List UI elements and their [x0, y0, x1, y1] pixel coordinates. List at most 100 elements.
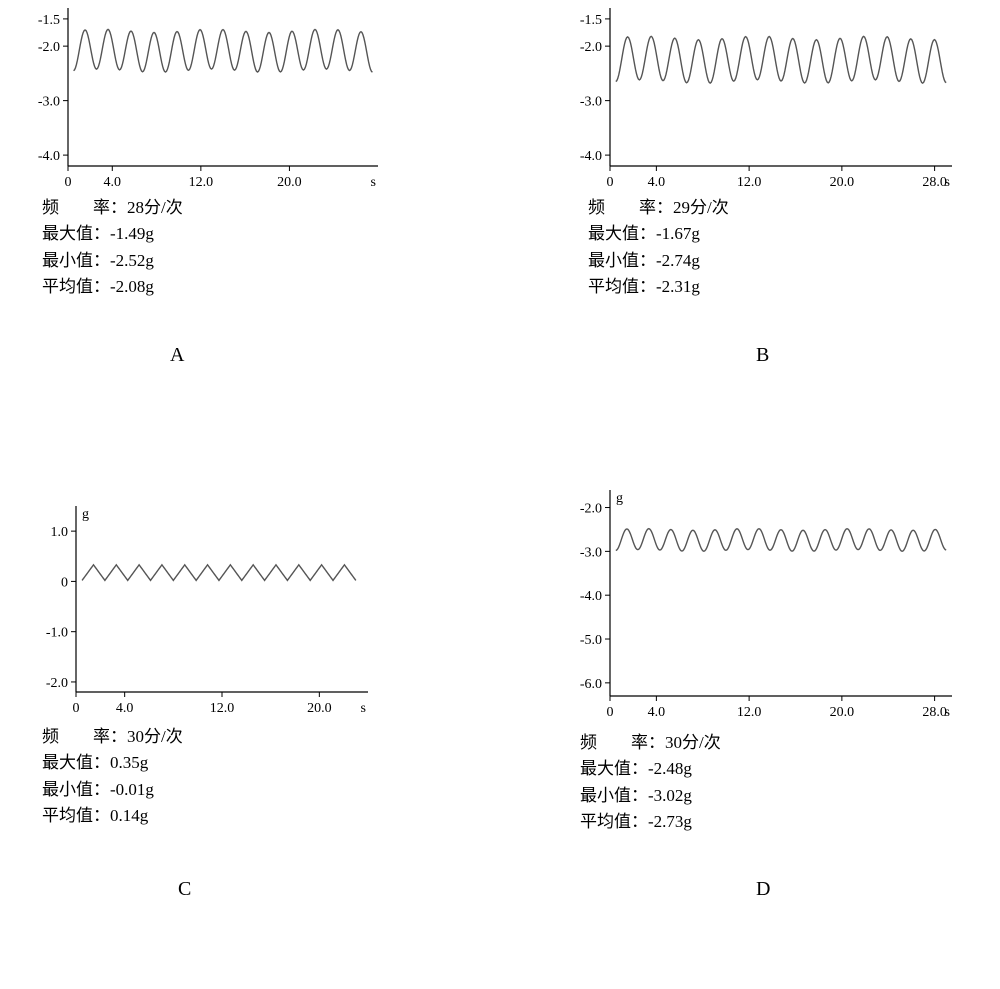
svg-text:12.0: 12.0 — [737, 705, 762, 720]
svg-text:-2.0: -2.0 — [580, 502, 602, 517]
stat-value: -1.49g — [110, 221, 154, 247]
stats-block: 频 率：30分/次最大值：-2.48g最小值：-3.02g平均值：-2.73g — [580, 730, 721, 835]
svg-text:20.0: 20.0 — [830, 175, 855, 190]
stat-label: 平均值： — [588, 274, 656, 300]
stat-row-freq: 频 率：28分/次 — [42, 195, 183, 221]
svg-text:0: 0 — [73, 701, 80, 716]
chart-plot: -2.0 -3.0 -4.0 -5.0 -6.0 0 4.0 12.0 20.0 28.0s g — [556, 484, 956, 724]
stat-label: 平均值： — [42, 274, 110, 300]
stat-value: -2.52g — [110, 248, 154, 274]
svg-text:-2.0: -2.0 — [580, 40, 602, 55]
svg-text:g: g — [616, 491, 623, 506]
svg-text:-1.5: -1.5 — [580, 13, 602, 28]
stat-row-freq: 频 率：29分/次 — [588, 195, 729, 221]
svg-text:0: 0 — [607, 175, 614, 190]
stat-label: 最小值： — [588, 248, 656, 274]
stat-label: 最小值： — [42, 248, 110, 274]
svg-text:-3.0: -3.0 — [580, 95, 602, 110]
stat-label: 最小值： — [42, 777, 110, 803]
svg-text:20.0: 20.0 — [307, 701, 332, 716]
chart-plot: 1.0 0 -1.0 -2.0 0 4.0 12.0 20.0 s g — [12, 500, 372, 720]
stat-value: -2.31g — [656, 274, 700, 300]
stat-row-avg: 平均值：-2.08g — [42, 274, 183, 300]
stat-value: 29分/次 — [673, 195, 729, 221]
stat-row-max: 最大值：-2.48g — [580, 756, 721, 782]
chart-panel-b: -1.5 -2.0 -3.0 -4.0 0 4.0 12.0 20.0 28.0s — [556, 2, 956, 192]
stat-value: 28分/次 — [127, 195, 183, 221]
svg-text:-4.0: -4.0 — [580, 149, 602, 164]
stat-label: 平均值： — [580, 809, 648, 835]
svg-text:-1.0: -1.0 — [46, 626, 68, 641]
svg-text:20.0: 20.0 — [830, 705, 855, 720]
stat-value: 0.14g — [110, 803, 148, 829]
panel-letter: D — [756, 878, 770, 901]
stat-value: -0.01g — [110, 777, 154, 803]
panel-letter: C — [178, 878, 191, 901]
svg-text:4.0: 4.0 — [648, 705, 666, 720]
stat-value: 30分/次 — [127, 724, 183, 750]
stat-label: 平均值： — [42, 803, 110, 829]
stat-value: -2.48g — [648, 756, 692, 782]
stat-row-avg: 平均值：-2.31g — [588, 274, 729, 300]
stat-label: 频 率： — [588, 195, 673, 221]
stat-row-avg: 平均值：-2.73g — [580, 809, 721, 835]
svg-text:4.0: 4.0 — [116, 701, 134, 716]
svg-text:12.0: 12.0 — [737, 175, 762, 190]
stat-label: 最小值： — [580, 783, 648, 809]
chart-plot: -1.5-2.0-3.0-4.004.012.020.0s — [12, 2, 382, 192]
stat-value: -2.08g — [110, 274, 154, 300]
chart-panel-d: -2.0 -3.0 -4.0 -5.0 -6.0 0 4.0 12.0 20.0 28.0s g — [556, 484, 956, 724]
stat-label: 最大值： — [580, 756, 648, 782]
svg-text:1.0: 1.0 — [51, 525, 69, 540]
stat-value: -3.02g — [648, 783, 692, 809]
stat-row-max: 最大值：0.35g — [42, 750, 183, 776]
stat-label: 最大值： — [588, 221, 656, 247]
svg-text:0: 0 — [61, 575, 68, 590]
stat-label: 频 率： — [580, 730, 665, 756]
svg-text:-3.0: -3.0 — [580, 545, 602, 560]
svg-text:s: s — [361, 701, 366, 716]
svg-text:0: 0 — [65, 175, 72, 190]
svg-text:20.0: 20.0 — [277, 175, 302, 190]
stat-row-freq: 频 率：30分/次 — [580, 730, 721, 756]
svg-text:12.0: 12.0 — [189, 175, 214, 190]
svg-text:-2.0: -2.0 — [46, 676, 68, 691]
svg-text:s: s — [371, 175, 376, 190]
svg-text:12.0: 12.0 — [210, 701, 235, 716]
svg-text:28.0: 28.0 — [922, 705, 947, 720]
stat-value: -1.67g — [656, 221, 700, 247]
svg-text:s: s — [945, 175, 950, 190]
svg-text:-4.0: -4.0 — [580, 589, 602, 604]
chart-plot: -1.5 -2.0 -3.0 -4.0 0 4.0 12.0 20.0 28.0s — [556, 2, 956, 192]
stat-label: 频 率： — [42, 724, 127, 750]
svg-text:4.0: 4.0 — [648, 175, 666, 190]
stat-value: 30分/次 — [665, 730, 721, 756]
stat-value: 0.35g — [110, 750, 148, 776]
svg-text:-6.0: -6.0 — [580, 677, 602, 692]
svg-text:-2.0: -2.0 — [38, 40, 60, 55]
stat-row-min: 最小值：-3.02g — [580, 783, 721, 809]
stats-block: 频 率：29分/次最大值：-1.67g最小值：-2.74g平均值：-2.31g — [588, 195, 729, 300]
svg-text:28.0: 28.0 — [922, 175, 947, 190]
svg-text:s: s — [945, 705, 950, 720]
svg-text:0: 0 — [607, 705, 614, 720]
stat-label: 最大值： — [42, 221, 110, 247]
stat-row-min: 最小值：-0.01g — [42, 777, 183, 803]
stat-label: 频 率： — [42, 195, 127, 221]
stat-row-max: 最大值：-1.49g — [42, 221, 183, 247]
panel-letter: A — [170, 344, 184, 367]
svg-text:-1.5: -1.5 — [38, 13, 60, 28]
panel-letter: B — [756, 344, 769, 367]
stats-block: 频 率：30分/次最大值：0.35g最小值：-0.01g平均值：0.14g — [42, 724, 183, 829]
stat-value: -2.74g — [656, 248, 700, 274]
stat-label: 最大值： — [42, 750, 110, 776]
stat-row-min: 最小值：-2.74g — [588, 248, 729, 274]
stat-row-min: 最小值：-2.52g — [42, 248, 183, 274]
stat-value: -2.73g — [648, 809, 692, 835]
svg-text:-4.0: -4.0 — [38, 149, 60, 164]
chart-panel-a: -1.5-2.0-3.0-4.004.012.020.0s — [12, 2, 382, 192]
svg-text:g: g — [82, 507, 89, 522]
stat-row-freq: 频 率：30分/次 — [42, 724, 183, 750]
svg-text:-5.0: -5.0 — [580, 633, 602, 648]
stat-row-max: 最大值：-1.67g — [588, 221, 729, 247]
